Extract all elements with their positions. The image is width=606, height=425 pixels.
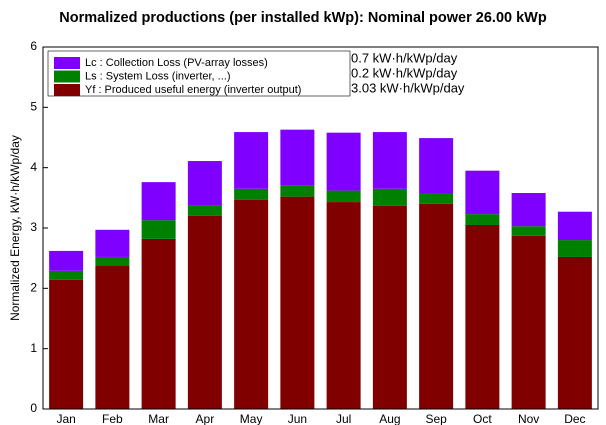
- bar-segment: [49, 279, 84, 409]
- bar-segment: [95, 256, 130, 267]
- bar-segment: [372, 188, 407, 206]
- bar-segment: [280, 129, 315, 186]
- legend-label: Yf : Produced useful energy (inverter ou…: [85, 84, 301, 96]
- bar-segment: [557, 211, 592, 241]
- bar-segment: [372, 205, 407, 409]
- bar-segment: [95, 266, 130, 409]
- bar-segment: [141, 238, 176, 409]
- bar-segment: [187, 215, 222, 409]
- x-tick-label: May: [240, 412, 263, 425]
- legend-annotation: 0.2 kW·h/kWp/day: [351, 65, 458, 80]
- bar-segment: [49, 250, 84, 271]
- plot-frame: [42, 46, 599, 410]
- legend-label: Lc : Collection Loss (PV-array losses): [85, 57, 268, 69]
- y-tick-label: 3: [30, 220, 37, 234]
- bar-segment: [511, 235, 546, 409]
- x-tick-label: Feb: [102, 412, 123, 425]
- x-tick-label: Jun: [288, 412, 307, 425]
- bar-segment: [465, 214, 500, 225]
- bar-segment: [49, 270, 84, 280]
- x-tick-label: Sep: [425, 412, 447, 425]
- bar-segment: [465, 170, 500, 215]
- bar-segment: [141, 182, 176, 221]
- x-tick-label: Oct: [473, 412, 492, 425]
- legend-box: [47, 50, 351, 97]
- bar-segment: [234, 188, 269, 200]
- bar-segment: [511, 226, 546, 236]
- legend-swatch: [54, 84, 80, 96]
- bar-segment: [511, 193, 546, 227]
- bar-segment: [326, 202, 361, 409]
- bar-segment: [234, 199, 269, 409]
- bar-segment: [557, 256, 592, 409]
- bar-segment: [95, 229, 130, 257]
- x-tick-label: Jan: [56, 412, 75, 425]
- y-axis-label: Normalized Energy, kW·h/kWp/day: [8, 135, 22, 321]
- legend-swatch: [54, 57, 80, 69]
- x-tick-label: Jul: [336, 412, 351, 425]
- bar-segment: [280, 196, 315, 409]
- y-tick-label: 6: [30, 39, 37, 53]
- x-tick-label: Aug: [379, 412, 400, 425]
- bar-segment: [419, 203, 454, 409]
- x-tick-label: Mar: [148, 412, 169, 425]
- y-tick-label: 5: [30, 100, 37, 114]
- y-tick-label: 1: [30, 341, 37, 355]
- bar-segment: [326, 190, 361, 203]
- bar-segment: [326, 132, 361, 191]
- y-tick-label: 2: [30, 281, 37, 295]
- bar-segment: [465, 224, 500, 409]
- bar-segment: [141, 220, 176, 239]
- legend-annotation: 0.7 kW·h/kWp/day: [351, 50, 458, 65]
- bar-segment: [280, 185, 315, 197]
- bar-segment: [419, 138, 454, 194]
- bar-segment: [187, 161, 222, 206]
- x-tick-label: Nov: [518, 412, 539, 425]
- bar-segment: [557, 240, 592, 257]
- y-tick-label: 0: [30, 401, 37, 415]
- bar-segment: [372, 132, 407, 189]
- bar-segment: [419, 193, 454, 204]
- y-tick-label: 4: [30, 160, 37, 174]
- legend-label: Ls : System Loss (inverter, ...): [85, 70, 231, 82]
- chart-title: Normalized productions (per installed kW…: [59, 10, 547, 26]
- bar-segment: [234, 132, 269, 189]
- x-tick-label: Apr: [196, 412, 215, 425]
- bar-segment: [187, 205, 222, 216]
- legend-swatch: [54, 70, 80, 83]
- legend-annotation: 3.03 kW·h/kWp/day: [351, 80, 465, 95]
- x-tick-label: Dec: [564, 412, 585, 425]
